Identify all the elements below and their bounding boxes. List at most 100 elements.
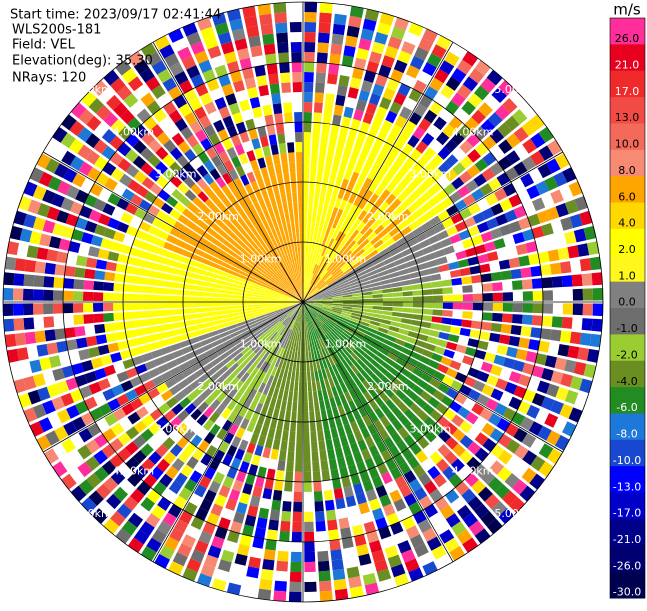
range-gate bbox=[304, 462, 311, 472]
range-gate bbox=[213, 298, 223, 302]
range-gate bbox=[104, 272, 115, 281]
range-gate bbox=[212, 578, 227, 591]
range-gate bbox=[282, 163, 289, 174]
range-gate bbox=[373, 302, 383, 305]
range-gate bbox=[427, 336, 438, 344]
range-gate bbox=[393, 302, 403, 306]
range-gate bbox=[299, 222, 302, 232]
range-gate bbox=[223, 306, 233, 310]
colorbar-label: 13.0 bbox=[615, 111, 640, 124]
range-gate bbox=[567, 245, 579, 258]
range-gate bbox=[17, 347, 29, 361]
range-gate bbox=[123, 284, 134, 292]
colorbar-label: -1.0 bbox=[616, 322, 637, 335]
range-gate bbox=[522, 315, 533, 325]
range-gate bbox=[522, 279, 533, 289]
range-gate bbox=[412, 314, 423, 320]
range-gate bbox=[283, 102, 292, 113]
range-gate bbox=[168, 259, 179, 267]
range-gate bbox=[496, 345, 508, 356]
range-gate bbox=[283, 421, 289, 432]
range-gate bbox=[337, 85, 348, 96]
range-gate bbox=[248, 557, 261, 569]
range-gate bbox=[540, 264, 551, 275]
range-gate bbox=[337, 136, 346, 147]
range-gate bbox=[298, 192, 303, 202]
range-gate bbox=[303, 212, 307, 222]
range-gate bbox=[265, 539, 276, 550]
ring-label: 3.00km bbox=[155, 168, 197, 181]
range-gate bbox=[343, 302, 353, 304]
range-gate bbox=[271, 93, 281, 104]
range-gate bbox=[339, 517, 350, 529]
range-gate bbox=[163, 303, 173, 309]
range-gate bbox=[301, 262, 303, 272]
range-gate bbox=[592, 319, 603, 332]
range-gate bbox=[178, 334, 189, 342]
range-gate bbox=[88, 347, 100, 358]
range-gate bbox=[330, 468, 339, 479]
range-gate bbox=[345, 454, 354, 466]
range-gate bbox=[442, 310, 452, 317]
range-gate bbox=[290, 172, 296, 182]
range-gate bbox=[332, 478, 341, 489]
range-gate bbox=[166, 330, 177, 338]
range-gate bbox=[104, 323, 115, 332]
range-gate bbox=[143, 294, 153, 301]
range-gate bbox=[63, 278, 74, 289]
range-gate bbox=[328, 63, 339, 74]
range-gate bbox=[115, 263, 126, 272]
range-gate bbox=[303, 392, 307, 402]
range-gate bbox=[173, 289, 183, 295]
range-gate bbox=[295, 372, 299, 382]
range-gate bbox=[433, 117, 447, 131]
range-gate bbox=[285, 411, 291, 422]
range-gate bbox=[193, 291, 203, 296]
range-gate bbox=[300, 352, 303, 362]
range-gate bbox=[124, 275, 135, 284]
range-gate bbox=[577, 347, 589, 361]
range-gate bbox=[592, 272, 603, 285]
range-gate bbox=[455, 344, 467, 353]
range-gate bbox=[319, 450, 327, 461]
range-gate bbox=[482, 283, 493, 292]
range-gate bbox=[330, 124, 339, 135]
range-gate bbox=[274, 113, 283, 124]
ring-label: 4.00km bbox=[113, 125, 155, 138]
range-gate bbox=[55, 328, 66, 339]
range-gate bbox=[322, 420, 329, 431]
range-gate bbox=[250, 495, 261, 507]
range-gate bbox=[243, 305, 253, 308]
range-gate bbox=[317, 52, 328, 63]
ring-label: 1.00km bbox=[325, 337, 367, 350]
range-gate bbox=[253, 302, 263, 304]
range-gate bbox=[573, 289, 583, 301]
range-gate bbox=[250, 433, 259, 444]
range-gate bbox=[264, 44, 276, 55]
range-gate bbox=[280, 153, 287, 164]
range-gate bbox=[155, 272, 166, 280]
range-gate bbox=[429, 266, 440, 274]
range-gate bbox=[3, 304, 13, 317]
range-gate bbox=[125, 265, 136, 274]
range-gate bbox=[301, 252, 303, 262]
range-gate bbox=[319, 571, 331, 582]
range-gate bbox=[583, 288, 593, 300]
range-gate bbox=[304, 172, 309, 182]
range-gate bbox=[287, 142, 294, 152]
range-gate bbox=[297, 182, 302, 192]
range-gate bbox=[86, 257, 97, 268]
range-gate bbox=[373, 306, 383, 310]
range-gate bbox=[304, 552, 315, 562]
range-gate bbox=[335, 146, 344, 157]
range-gate bbox=[261, 569, 274, 580]
range-gate bbox=[455, 250, 467, 259]
range-gate bbox=[313, 481, 322, 492]
range-gate bbox=[319, 143, 327, 154]
colorbar-label: 2.0 bbox=[618, 243, 636, 256]
range-gate bbox=[291, 42, 302, 52]
range-gate bbox=[347, 433, 356, 444]
range-gate bbox=[487, 251, 499, 261]
range-gate bbox=[158, 256, 169, 265]
